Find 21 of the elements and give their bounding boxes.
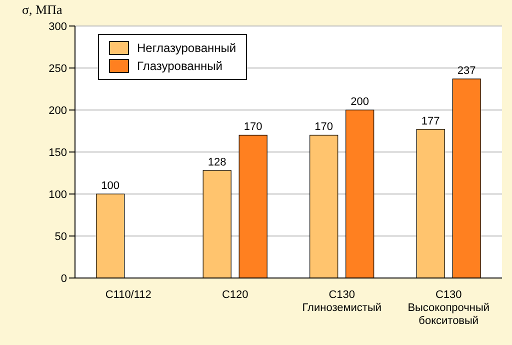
y-tick-label: 200	[48, 104, 67, 117]
data-label: 200	[350, 96, 370, 108]
y-tick-label: 100	[48, 188, 67, 201]
data-label: 177	[421, 115, 440, 128]
x-tick-label: С130 Глиноземистый	[302, 289, 382, 314]
data-label: 170	[244, 121, 262, 134]
y-tick-label: 150	[48, 146, 67, 159]
data-label: 237	[457, 64, 476, 77]
y-axis-title: σ, МПа	[22, 2, 62, 18]
data-label: 170	[314, 121, 334, 134]
x-tick-label: С120	[222, 289, 248, 301]
y-tick-label: 300	[48, 20, 67, 33]
data-label: 100	[101, 180, 120, 192]
x-tick-label: С130 Высокопрочный бокситовый	[408, 289, 490, 327]
legend-label: Глазурованный	[137, 58, 222, 75]
y-tick-label: 50	[54, 230, 67, 243]
legend-label: Неглазурованный	[137, 40, 236, 57]
x-tick-label: С110/112	[105, 289, 152, 301]
data-label: 128	[208, 156, 226, 168]
y-tick-label: 250	[48, 62, 67, 75]
y-tick-label: 0	[60, 272, 67, 285]
